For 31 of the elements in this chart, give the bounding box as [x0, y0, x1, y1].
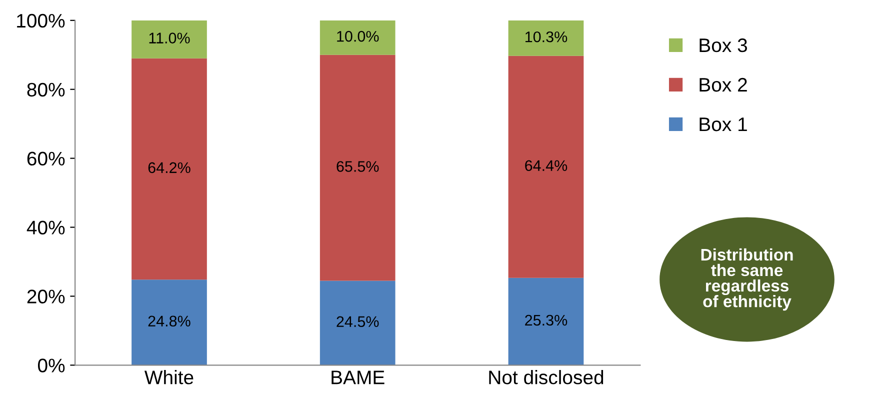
- bar: [320, 280, 396, 366]
- legend-label: Box 2: [700, 78, 747, 92]
- bar: [320, 20, 396, 55]
- x-tick-label: White: [144, 370, 194, 384]
- data-label: 24.8%: [148, 316, 190, 327]
- bar: [132, 58, 207, 280]
- bar: [320, 54, 396, 281]
- bar: [508, 56, 584, 278]
- y-tick-label: 100%: [17, 14, 65, 28]
- data-label: 65.5%: [336, 161, 379, 172]
- bar: [508, 20, 584, 56]
- x-tick-label: Not disclosed: [489, 370, 604, 384]
- data-label: 25.3%: [525, 314, 568, 326]
- legend-label: Box 1: [700, 118, 747, 132]
- data-label: 64.2%: [148, 162, 190, 174]
- data-label: 10.3%: [525, 31, 568, 42]
- y-tick-label: 80%: [27, 82, 65, 97]
- bar: [508, 278, 584, 366]
- data-label: 64.4%: [525, 160, 568, 172]
- bar: [132, 20, 207, 58]
- y-tick-label: 60%: [27, 152, 65, 166]
- y-tick-label: 0%: [38, 358, 65, 372]
- x-tick-label: BAME: [332, 370, 384, 384]
- legend-label: Box 3: [700, 38, 748, 52]
- data-label: 11.0%: [149, 32, 190, 44]
- bar: [132, 280, 207, 366]
- y-tick-label: 40%: [26, 220, 65, 234]
- y-tick-label: 20%: [27, 290, 65, 304]
- text: Distribution the same regardless of ethnicity: [701, 248, 793, 311]
- data-label: 10.0%: [337, 30, 379, 42]
- data-label: 24.5%: [336, 316, 379, 328]
